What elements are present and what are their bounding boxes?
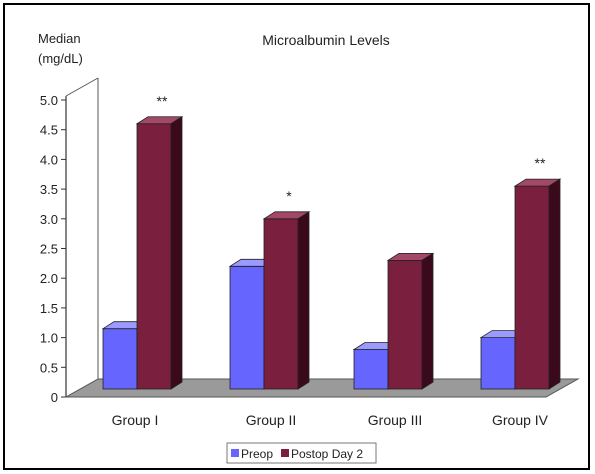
bar-front xyxy=(229,265,265,390)
annotations: ***** xyxy=(157,93,546,204)
wall-top-edge xyxy=(65,77,99,97)
y-tick-label: 4.0 xyxy=(40,152,58,167)
chart-walls xyxy=(65,77,99,397)
bar-side xyxy=(421,252,434,390)
legend: Preop Postop Day 2 xyxy=(226,442,377,464)
y-tick-label: 2.0 xyxy=(40,271,58,286)
bar-postop-4 xyxy=(513,178,562,390)
bar-postop-2 xyxy=(262,211,311,390)
chart-floor xyxy=(64,378,580,398)
bar-postop-3 xyxy=(386,252,435,390)
bar-front xyxy=(387,259,423,390)
x-tick-label: Group III xyxy=(368,412,422,428)
bar-side xyxy=(297,211,310,390)
bar-side xyxy=(548,178,561,390)
legend-swatch-postop xyxy=(281,449,289,457)
x-tick-label: Group II xyxy=(246,412,297,428)
x-axis: Group I Group II Group III Group IV xyxy=(112,412,549,428)
x-tick-label: Group IV xyxy=(492,412,549,428)
bar-front xyxy=(480,337,516,390)
y-tick-label: 0.5 xyxy=(40,360,58,375)
y-axis-label-line-2: (mg/dL) xyxy=(38,51,83,66)
legend-swatch-preop xyxy=(231,449,239,457)
bar-front xyxy=(514,185,550,390)
x-tick-label: Group I xyxy=(112,412,159,428)
y-tick-label: 1.5 xyxy=(40,301,58,316)
y-tick-label: 1.0 xyxy=(40,331,58,346)
y-tick-label: 3.0 xyxy=(40,212,58,227)
y-tick-label: 2.5 xyxy=(40,242,58,257)
bar-front xyxy=(353,349,389,390)
legend-box xyxy=(226,442,377,464)
y-tick-label: 3.5 xyxy=(40,182,58,197)
legend-label-postop: Postop Day 2 xyxy=(291,447,363,461)
floor-plane xyxy=(64,378,580,398)
bars-group xyxy=(101,116,562,390)
significance-marker: ** xyxy=(157,93,168,109)
y-axis: 0 0.5 1.0 1.5 2.0 2.5 3.0 3.5 4.0 4.5 5.0 xyxy=(40,93,66,405)
y-tick-label: 0 xyxy=(51,390,58,405)
legend-label-preop: Preop xyxy=(241,447,273,461)
bar-front xyxy=(136,123,172,390)
bar-front xyxy=(263,218,299,390)
chart-title: Microalbumin Levels xyxy=(262,32,390,48)
y-axis-label-line-1: Median xyxy=(38,31,81,46)
significance-marker: * xyxy=(286,188,292,204)
bar-side xyxy=(170,116,183,390)
y-tick-label: 4.5 xyxy=(40,123,58,138)
significance-marker: ** xyxy=(535,155,546,171)
bar-postop-1 xyxy=(135,116,184,390)
y-tick-label: 5.0 xyxy=(40,93,58,108)
bar-front xyxy=(102,328,138,390)
